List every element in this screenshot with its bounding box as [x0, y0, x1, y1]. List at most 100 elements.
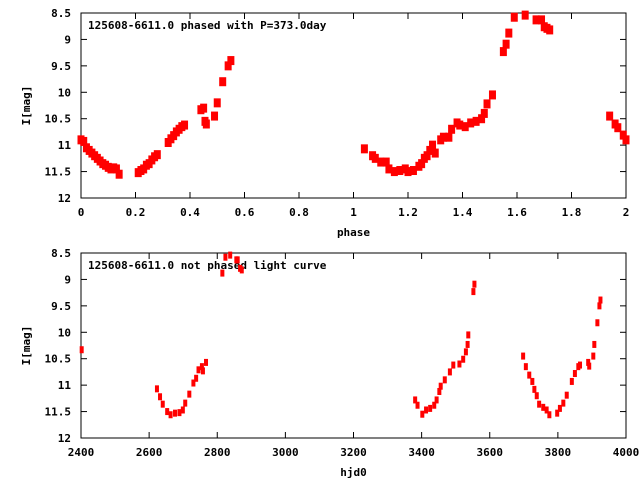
x-axis-label: hjd0 — [340, 466, 367, 479]
x-tick-label: 0.6 — [235, 206, 255, 219]
data-point — [467, 118, 475, 128]
data-point — [472, 116, 480, 126]
data-point — [463, 348, 468, 356]
data-point — [537, 400, 542, 408]
data-point — [521, 10, 529, 20]
data-point — [538, 15, 546, 25]
data-point — [194, 374, 199, 382]
data-point — [181, 120, 189, 130]
data-point — [404, 167, 412, 177]
y-axis-label: I[mag] — [20, 86, 33, 126]
data-point — [448, 124, 456, 134]
data-point — [561, 399, 566, 407]
data-point — [213, 98, 221, 108]
y-tick-label: 9.5 — [51, 60, 71, 73]
data-point — [426, 145, 434, 155]
y-tick-label: 9 — [64, 33, 71, 46]
data-point — [472, 280, 477, 288]
y-tick-label: 11 — [58, 139, 72, 152]
x-tick-label: 3400 — [408, 446, 435, 459]
data-point — [546, 25, 554, 35]
data-point — [429, 140, 437, 150]
data-point — [622, 135, 630, 145]
x-tick-label: 0 — [78, 206, 85, 219]
data-point — [360, 144, 368, 154]
data-point — [595, 319, 600, 327]
x-tick-label: 4000 — [613, 446, 640, 459]
data-point — [488, 90, 496, 100]
data-point — [418, 159, 426, 169]
data-point — [180, 406, 185, 414]
data-point — [451, 361, 456, 369]
data-point — [385, 164, 393, 174]
data-point — [502, 39, 510, 49]
x-tick-label: 1.4 — [453, 206, 473, 219]
x-tick-label: 2 — [623, 206, 630, 219]
x-tick-label: 0.4 — [180, 206, 200, 219]
data-point — [592, 340, 597, 348]
data-point — [447, 368, 452, 376]
data-point — [619, 130, 627, 140]
data-point — [534, 392, 539, 400]
data-point — [202, 119, 210, 129]
data-point — [483, 99, 491, 109]
y-tick-label: 10 — [58, 86, 71, 99]
x-tick-label: 0.2 — [126, 206, 146, 219]
data-point — [521, 352, 526, 360]
data-point — [466, 331, 471, 339]
data-point — [597, 302, 602, 310]
data-point — [614, 123, 622, 133]
data-point — [165, 408, 170, 416]
data-point — [227, 56, 235, 66]
plot-title: 125608-6611.0 phased with P=373.0day — [88, 19, 327, 32]
data-point — [438, 382, 443, 390]
data-point — [220, 269, 225, 277]
data-point — [196, 366, 201, 374]
data-point — [505, 28, 513, 38]
data-point — [112, 164, 120, 174]
data-point — [415, 401, 420, 409]
data-point — [431, 148, 439, 158]
data-point — [228, 251, 233, 259]
data-point — [183, 399, 188, 407]
data-point — [541, 403, 546, 411]
data-point — [547, 411, 552, 419]
data-point — [235, 256, 240, 264]
x-tick-label: 2600 — [136, 446, 163, 459]
data-point — [569, 377, 574, 385]
x-tick-label: 3000 — [272, 446, 299, 459]
data-point — [434, 396, 439, 404]
data-point — [160, 400, 165, 408]
data-point — [432, 401, 437, 409]
x-tick-label: 2800 — [204, 446, 231, 459]
data-point — [598, 296, 603, 304]
data-point — [413, 396, 418, 404]
y-tick-label: 11.5 — [45, 166, 72, 179]
data-point — [456, 120, 464, 130]
data-point — [153, 150, 161, 160]
data-point — [239, 266, 244, 274]
data-point — [530, 377, 535, 385]
data-point — [204, 358, 209, 366]
data-point — [390, 167, 398, 177]
data-point — [191, 379, 196, 387]
data-point — [457, 360, 462, 368]
data-point — [371, 153, 379, 163]
data-point — [396, 166, 404, 176]
data-point — [461, 355, 466, 363]
data-point — [424, 406, 429, 414]
data-point — [532, 15, 540, 25]
data-point — [439, 132, 447, 142]
y-tick-label: 10 — [58, 326, 71, 339]
data-point — [523, 363, 528, 371]
data-point — [219, 77, 227, 87]
data-point — [409, 166, 417, 176]
data-point — [544, 406, 549, 414]
data-point — [199, 363, 204, 371]
data-point — [478, 114, 486, 124]
y-tick-label: 11 — [58, 379, 72, 392]
data-point — [168, 411, 173, 419]
data-point — [465, 340, 470, 348]
data-point — [586, 358, 591, 366]
